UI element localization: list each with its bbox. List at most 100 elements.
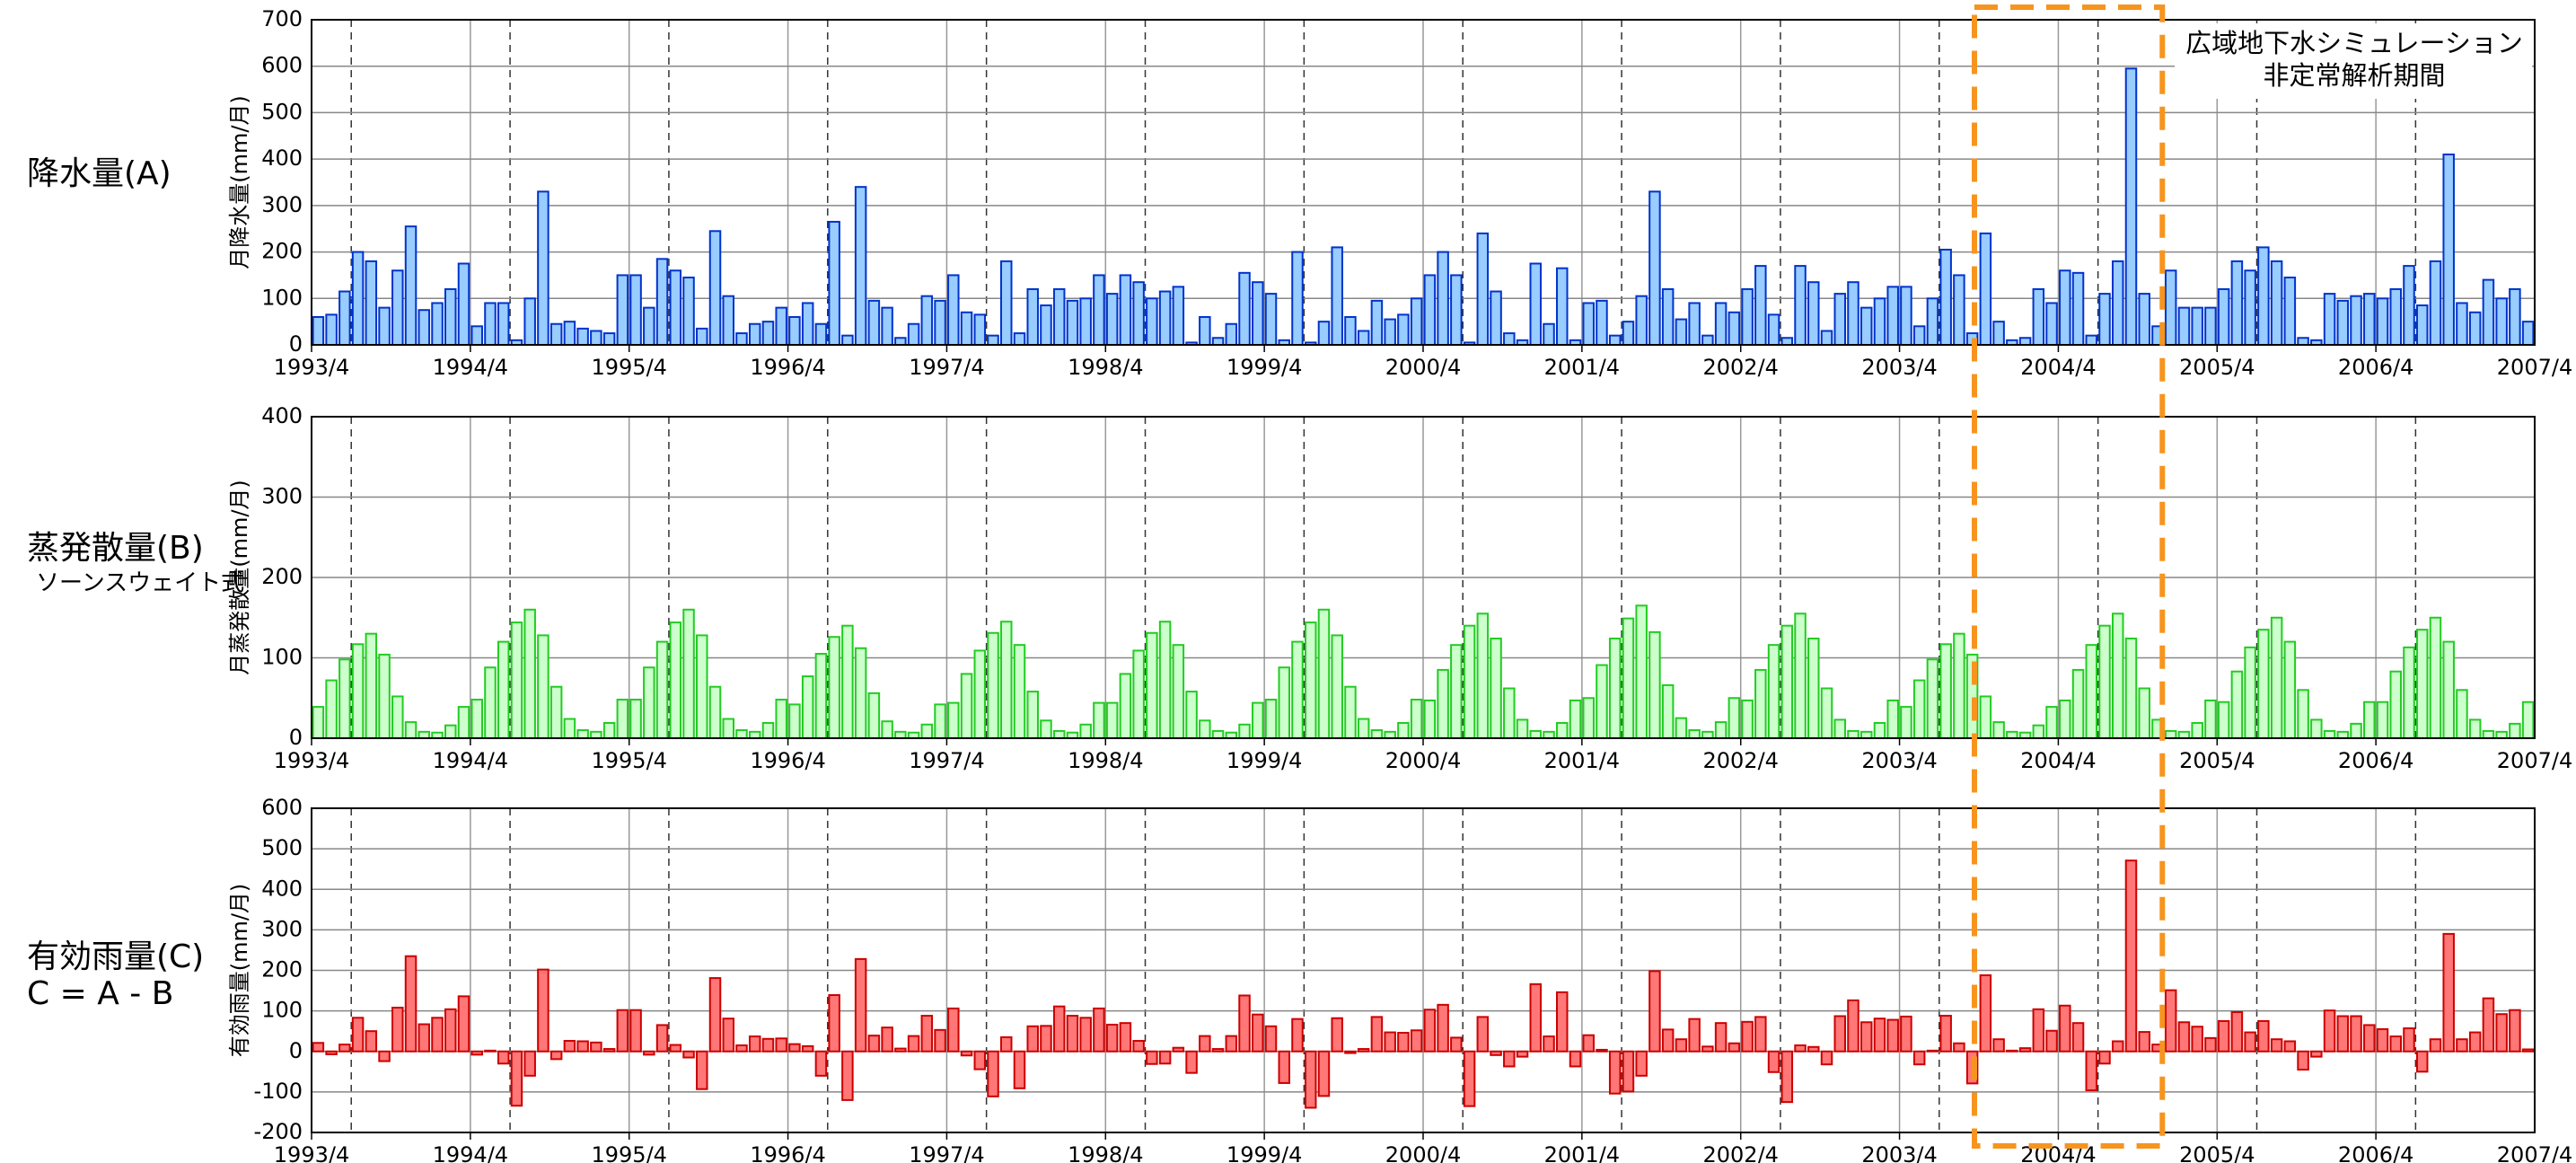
bar: [1648, 630, 1661, 739]
bar: [2350, 722, 2362, 740]
bar: [2297, 689, 2309, 739]
bar: [2376, 297, 2389, 346]
bar: [1013, 332, 1026, 347]
bar: [1384, 730, 1396, 740]
bar: [1622, 617, 1635, 740]
bar: [1780, 337, 1794, 347]
y-tick-label: 200: [261, 564, 303, 589]
bar: [1437, 251, 1449, 347]
bar: [1344, 1050, 1357, 1054]
y-tick-label: 200: [261, 239, 303, 264]
x-tick-label: 1994/4: [433, 355, 508, 380]
bar: [748, 322, 761, 347]
bar: [2112, 1040, 2124, 1053]
bar: [590, 1041, 602, 1053]
x-tick-label: 2001/4: [1544, 748, 1620, 773]
x-tick-label: 2000/4: [1385, 748, 1461, 773]
bar: [1317, 321, 1331, 346]
bar: [1754, 668, 1767, 739]
bar: [2018, 337, 2032, 347]
y-axis-label: 月降水量(mm/月): [227, 95, 252, 269]
bar: [987, 1050, 999, 1097]
bar: [2257, 1019, 2270, 1053]
bar: [2138, 1031, 2150, 1053]
bar: [1847, 729, 1859, 740]
bar: [801, 302, 814, 347]
y-axis-label: 月蒸発散量(mm/月): [227, 480, 252, 675]
bar: [1939, 643, 1952, 739]
x-tick-label: 2006/4: [2338, 748, 2413, 773]
x-tick-label: 2001/4: [1544, 1142, 1620, 1163]
bar: [1026, 287, 1039, 347]
bar: [1926, 1049, 1939, 1053]
bar: [801, 1044, 814, 1053]
bar: [2270, 260, 2283, 346]
bar: [1158, 290, 1172, 346]
bar: [1675, 1038, 1688, 1053]
bar: [1476, 1016, 1490, 1053]
bar: [470, 325, 483, 347]
bar: [1886, 286, 1899, 347]
bar: [708, 685, 722, 739]
bar: [1119, 1022, 1132, 1053]
bar: [1026, 691, 1039, 740]
y-tick-label: 300: [261, 484, 303, 509]
y-tick-label: 700: [261, 6, 303, 31]
bar: [1728, 311, 1741, 346]
bar: [2482, 997, 2495, 1053]
bar: [1807, 281, 1820, 346]
bar: [814, 1050, 828, 1077]
bar: [2389, 1035, 2402, 1053]
bar: [1503, 687, 1516, 740]
bar: [602, 721, 616, 739]
bar: [2032, 1008, 2045, 1053]
bar: [590, 330, 602, 347]
bar: [1384, 1031, 1396, 1053]
bar: [682, 1050, 695, 1059]
bar: [418, 730, 431, 740]
bar: [1714, 302, 1728, 347]
bar: [655, 640, 669, 739]
bar: [2429, 1038, 2442, 1053]
bar: [761, 1037, 775, 1053]
bar: [934, 1028, 946, 1053]
bar: [2468, 311, 2482, 346]
bar: [669, 621, 682, 739]
bar: [2310, 1050, 2323, 1058]
bar: [2164, 269, 2177, 346]
bar: [1873, 1018, 1886, 1053]
bar: [1767, 1050, 1780, 1073]
bar: [2297, 1050, 2309, 1071]
bar: [1423, 274, 1437, 346]
bar: [2059, 269, 2071, 346]
bar: [1132, 281, 1145, 346]
bar: [2310, 718, 2323, 739]
bar: [629, 699, 642, 739]
bar: [920, 1015, 934, 1053]
bar: [1344, 315, 1357, 347]
bar: [590, 730, 602, 740]
bar: [1569, 1050, 1582, 1068]
bar: [1741, 699, 1754, 739]
bar: [549, 685, 563, 739]
bar: [987, 631, 999, 740]
bar: [418, 1023, 431, 1053]
bar: [2177, 306, 2191, 346]
bar: [1992, 721, 2005, 739]
x-tick-label: 2005/4: [2179, 1142, 2255, 1163]
bar: [854, 186, 867, 346]
bar: [934, 299, 946, 346]
bar: [1304, 621, 1317, 739]
x-tick-label: 2002/4: [1702, 748, 1778, 773]
bar: [1317, 1050, 1331, 1097]
bar: [312, 1042, 325, 1053]
bar: [1410, 1029, 1423, 1053]
bar: [947, 701, 960, 739]
bar: [1119, 274, 1132, 346]
bar: [867, 299, 881, 346]
bar: [444, 1008, 457, 1053]
bar: [444, 287, 457, 347]
bar: [696, 327, 708, 346]
y-tick-label: 100: [261, 285, 303, 310]
x-tick-label: 1995/4: [591, 355, 666, 380]
